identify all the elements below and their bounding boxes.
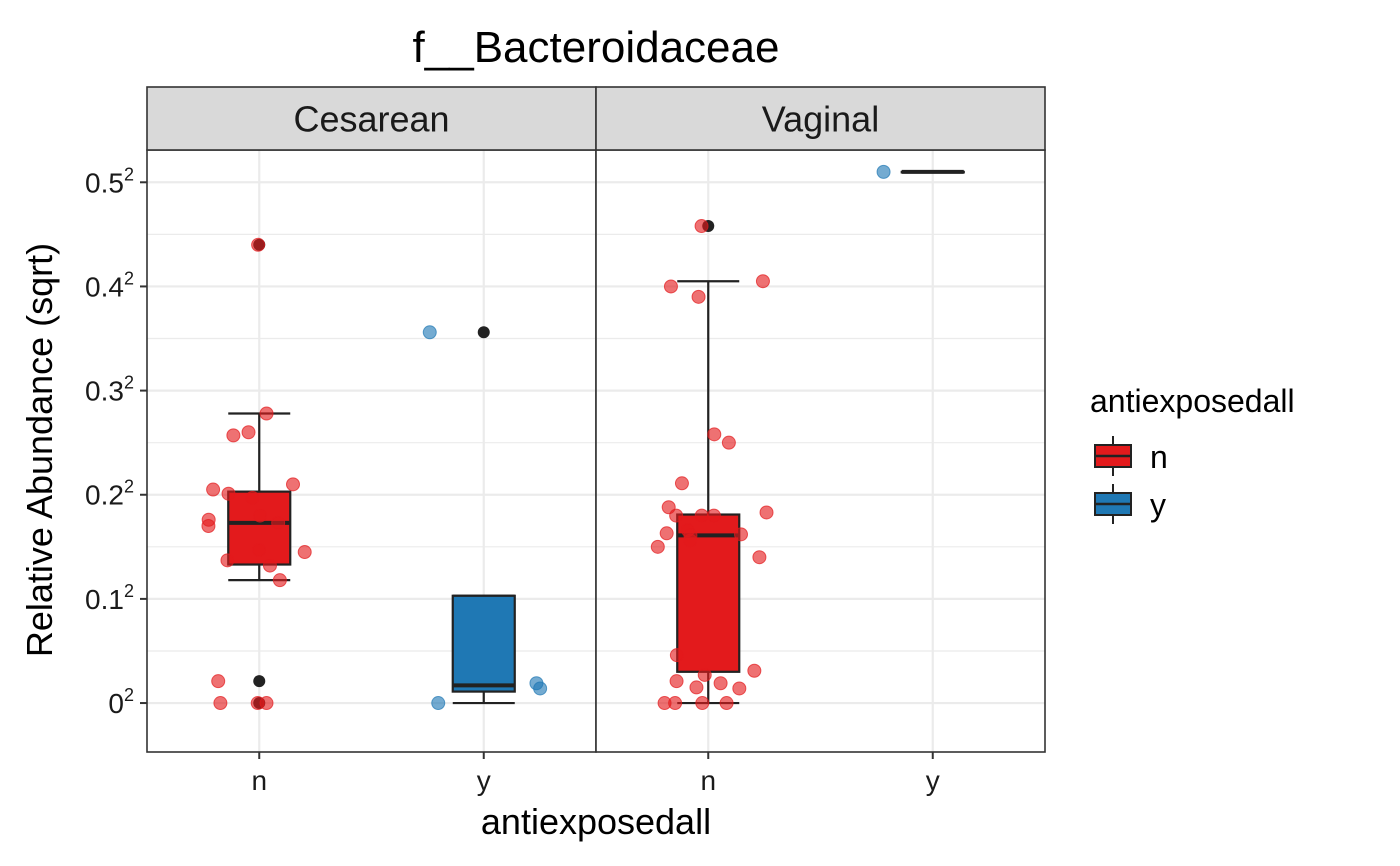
data-point: [663, 279, 678, 294]
data-point: [719, 696, 734, 711]
x-axis-title: antiexposedall: [481, 801, 711, 842]
data-point: [286, 477, 301, 492]
data-point: [713, 676, 728, 691]
data-point: [213, 696, 228, 711]
x-tick-label: y: [477, 765, 491, 796]
data-point: [253, 508, 268, 523]
facet-panel-vaginal: Vaginal: [595, 86, 1046, 753]
data-point: [245, 490, 260, 505]
y-tick-label: 0.32: [85, 373, 134, 407]
data-point: [250, 696, 265, 711]
data-point: [272, 573, 287, 588]
data-point: [721, 435, 736, 450]
data-point: [707, 427, 722, 442]
box-n: [201, 237, 312, 711]
data-point: [733, 527, 748, 542]
facet-strip: [146, 86, 597, 151]
data-point: [262, 558, 277, 573]
data-point: [271, 515, 286, 530]
data-point: [755, 274, 770, 289]
data-point: [674, 476, 689, 491]
data-point: [251, 237, 266, 252]
data-point: [650, 539, 665, 554]
chart-title: f__Bacteroidaceae: [413, 23, 780, 72]
facet-panel-cesarean: Cesarean: [146, 86, 597, 753]
legend: antiexposedall ny: [1090, 383, 1295, 524]
outlier-point: [477, 326, 490, 339]
data-point: [691, 289, 706, 304]
y-tick-label: 0.12: [85, 581, 134, 615]
box-body: [451, 594, 516, 693]
y-axis: 02 0.12 0.22 0.32 0.42 0.52: [85, 164, 147, 719]
data-point: [876, 164, 891, 179]
data-point: [669, 648, 684, 663]
data-point: [706, 508, 721, 523]
data-point: [695, 696, 710, 711]
data-point: [697, 667, 712, 682]
x-tick-label: n: [251, 765, 267, 796]
data-point: [422, 325, 437, 340]
panel-background: [147, 150, 596, 752]
data-point: [533, 681, 548, 696]
data-point: [732, 681, 747, 696]
legend-key-y: [1094, 484, 1132, 524]
data-point: [252, 542, 267, 557]
x-tick-label: n: [700, 765, 716, 796]
outlier-point: [253, 675, 266, 688]
data-point: [752, 550, 767, 565]
data-point: [206, 482, 221, 497]
y-tick-label: 02: [108, 685, 134, 719]
data-point: [683, 533, 698, 548]
y-tick-label: 0.52: [85, 164, 134, 198]
legend-label: n: [1150, 439, 1168, 475]
data-point: [694, 219, 709, 234]
data-point: [226, 428, 241, 443]
data-point: [669, 508, 684, 523]
data-point: [241, 425, 256, 440]
data-point: [669, 674, 684, 689]
y-tick-label: 0.42: [85, 268, 134, 302]
data-point: [694, 508, 709, 523]
data-point: [431, 696, 446, 711]
box-y: [422, 325, 548, 711]
box-n: [650, 219, 774, 711]
facet-strip-label: Vaginal: [762, 99, 879, 140]
facet-strip-label: Cesarean: [293, 99, 449, 140]
legend-title: antiexposedall: [1090, 383, 1295, 419]
y-tick-label: 0.22: [85, 477, 134, 511]
y-axis-title: Relative Abundance (sqrt): [19, 243, 60, 657]
x-tick-label: y: [926, 765, 940, 796]
data-point: [747, 663, 762, 678]
data-point: [201, 518, 216, 533]
data-point: [668, 696, 683, 711]
data-point: [259, 406, 274, 421]
data-point: [221, 486, 236, 501]
data-point: [759, 505, 774, 520]
facet-strip: [595, 86, 1046, 151]
data-point: [220, 553, 235, 568]
data-point: [659, 526, 674, 541]
data-point: [689, 680, 704, 695]
legend-key-n: [1094, 436, 1132, 476]
legend-label: y: [1150, 487, 1166, 523]
box-y: [876, 164, 965, 179]
panel-background: [596, 150, 1045, 752]
data-point: [297, 545, 312, 560]
data-point: [211, 674, 226, 689]
